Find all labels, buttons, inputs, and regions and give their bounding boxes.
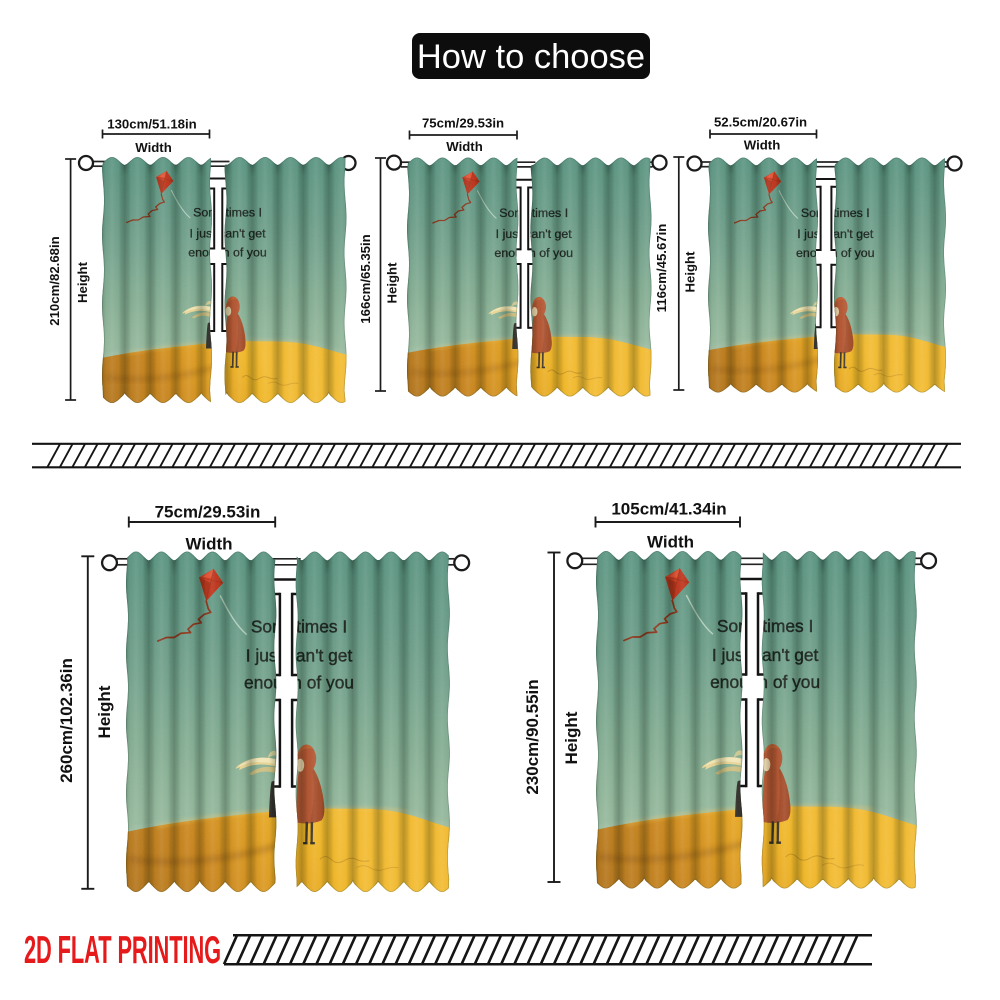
- svg-text:Width: Width: [185, 535, 232, 554]
- svg-text:Height: Height: [562, 711, 581, 764]
- svg-text:52.5cm/20.67in: 52.5cm/20.67in: [714, 115, 807, 130]
- svg-text:105cm/41.34in: 105cm/41.34in: [611, 500, 726, 519]
- svg-text:Width: Width: [446, 139, 483, 154]
- svg-text:Width: Width: [647, 533, 694, 552]
- svg-text:Height: Height: [75, 261, 90, 303]
- svg-text:75cm/29.53in: 75cm/29.53in: [422, 116, 504, 131]
- svg-text:Height: Height: [683, 251, 698, 293]
- svg-text:Height: Height: [385, 262, 400, 304]
- svg-text:166cm/65.35in: 166cm/65.35in: [358, 234, 373, 323]
- svg-text:210cm/82.68in: 210cm/82.68in: [47, 236, 62, 325]
- svg-text:230cm/90.55in: 230cm/90.55in: [523, 679, 542, 794]
- svg-text:Width: Width: [744, 138, 781, 153]
- svg-text:75cm/29.53in: 75cm/29.53in: [155, 503, 261, 522]
- svg-text:Width: Width: [135, 140, 172, 155]
- svg-text:130cm/51.18in: 130cm/51.18in: [107, 117, 196, 132]
- svg-text:116cm/45.67in: 116cm/45.67in: [654, 224, 669, 313]
- svg-text:Height: Height: [95, 685, 114, 738]
- svg-text:How to choose: How to choose: [417, 38, 645, 76]
- svg-text:2D FLAT PRINTING: 2D FLAT PRINTING: [24, 927, 221, 971]
- svg-text:260cm/102.36in: 260cm/102.36in: [57, 658, 76, 783]
